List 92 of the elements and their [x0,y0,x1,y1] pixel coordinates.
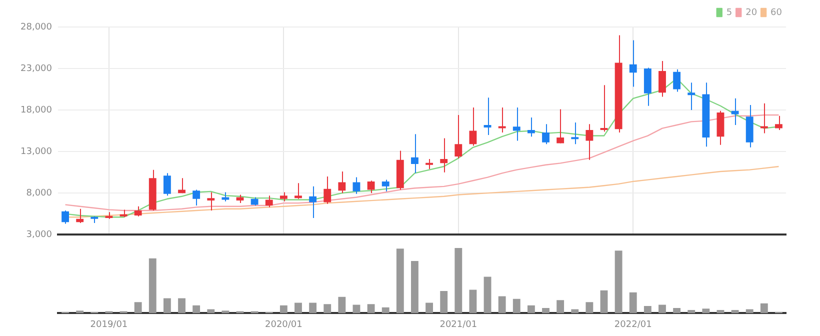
y-tick-label: 3,000 [26,230,52,240]
candlestick [673,68,681,92]
candlestick [688,82,696,111]
candlestick [527,117,535,138]
candlestick [222,192,230,202]
candlestick [367,180,375,194]
bar [324,304,332,314]
y-tick-label: 13,000 [20,146,52,157]
legend-label: 60 [770,8,782,18]
bar [512,298,520,314]
candlestick [556,108,564,144]
bar [148,258,156,314]
bar [614,250,622,314]
candlestick [163,172,171,196]
bar [426,302,433,314]
candlestick [280,192,288,202]
bar [760,303,768,314]
candlestick [571,122,579,145]
bar [600,290,608,314]
candlestick [352,176,360,194]
candlestick [207,192,215,212]
candlestick [76,208,84,224]
bar [382,307,390,314]
candlestick [411,134,418,174]
candlestick [469,107,477,146]
bar [352,304,360,314]
y-tick-label: 8,000 [26,188,52,198]
bar [527,305,535,314]
x-tick-label: 2022/01 [614,320,652,330]
bar [222,310,230,314]
candlestick [775,115,782,130]
legend-label: 5 [726,8,732,18]
candlestick [294,182,302,200]
bar [469,290,477,314]
bar [542,308,550,314]
bar [367,304,375,314]
bar [134,302,142,314]
candlestick [512,107,520,142]
candlestick [586,124,594,160]
bar [207,309,215,314]
bar [309,302,317,314]
bar [629,292,637,314]
candlestick [542,124,550,145]
candlestick [324,176,332,204]
candlestick [658,60,666,98]
candlestick [134,206,142,217]
candlestick [62,210,69,224]
bar [163,298,171,314]
bar [484,276,492,314]
candlestick [192,189,200,206]
bar [658,304,666,314]
y-tick-label: 18,000 [20,105,52,116]
candlestick [731,98,739,126]
candlestick [178,178,186,194]
bar [746,309,754,314]
bar [396,248,404,314]
bar [586,302,594,314]
x-tick-label: 2021/01 [440,320,478,330]
bar [280,305,288,314]
x-tick-label: 2020/01 [264,320,302,330]
candlestick [338,170,346,194]
bar [688,310,696,314]
candlestick [629,40,637,88]
bar [702,308,710,314]
candlestick [484,97,492,136]
bar [440,291,448,314]
candlestick [382,179,390,192]
candlestick [600,84,608,132]
candlestick [309,186,317,218]
bar [498,296,506,314]
bar [192,305,200,314]
bar [731,310,739,314]
y-tick-label: 23,000 [20,64,52,74]
bar [294,302,302,314]
bar [454,248,462,314]
bar [178,298,186,314]
bar [556,300,564,314]
bar [644,306,652,314]
bar [673,308,681,314]
candlestick [426,158,433,170]
candlestick [760,102,768,134]
y-tick-label: 28,000 [20,22,52,32]
legend-label: 20 [746,8,758,18]
bar [571,309,579,314]
bar [411,261,418,314]
bar [338,296,346,314]
candlestick [454,114,462,159]
candlestick [498,107,506,133]
x-tick-label: 2019/01 [90,320,128,330]
bar [76,310,84,314]
candlestick [440,138,448,173]
candlestick [265,195,273,208]
